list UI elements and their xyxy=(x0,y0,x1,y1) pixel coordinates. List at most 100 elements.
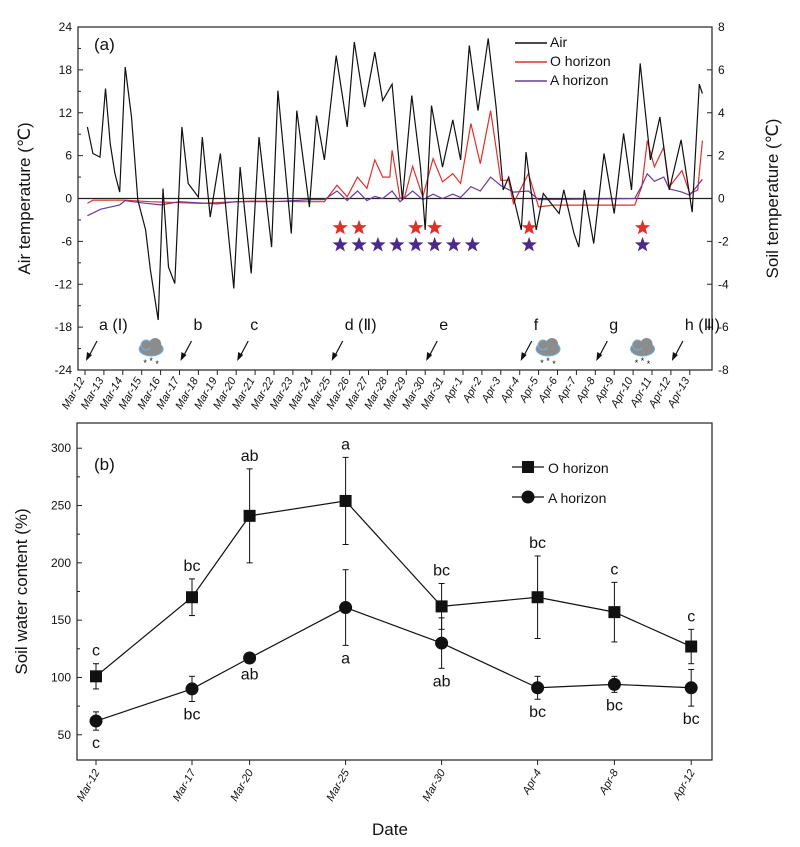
sampling-event-label: h (Ⅲ) xyxy=(685,317,720,334)
significance-letter: ab xyxy=(241,448,259,465)
cloud-shape xyxy=(640,338,653,350)
x-tick-label: Apr-6 xyxy=(536,375,561,406)
sampling-event-label: b xyxy=(194,317,203,334)
significance-letter: bc xyxy=(529,535,546,552)
arrow-head-icon xyxy=(180,352,187,361)
star-marker-o-horizon xyxy=(521,219,537,235)
star-marker-o-horizon xyxy=(634,219,651,235)
sampling-event-label: c xyxy=(250,317,258,334)
sampling-event-label: g xyxy=(609,317,618,334)
data-point-o-horizon xyxy=(90,670,102,683)
snow-cloud-icon: * * * xyxy=(535,338,561,369)
snowflake-icon: * xyxy=(641,356,645,366)
x-tick-label: Apr-2 xyxy=(460,376,484,406)
sampling-event-label: a (Ⅰ) xyxy=(99,317,128,334)
star-marker-a-horizon xyxy=(370,236,386,252)
series-line-o-horizon xyxy=(87,110,703,208)
significance-letter: ab xyxy=(241,666,259,683)
arrow-head-icon xyxy=(237,352,244,361)
snowflake-icon: * xyxy=(540,358,544,368)
y2-tick-label: -8 xyxy=(718,363,729,377)
y-tick-label: -12 xyxy=(55,277,73,291)
y-tick-label: -6 xyxy=(61,234,72,248)
data-point-a-horizon xyxy=(531,681,545,695)
arrow-head-icon xyxy=(520,352,527,361)
snowflake-icon: * xyxy=(155,359,159,369)
data-point-o-horizon xyxy=(685,640,698,653)
x-tick-label: Apr-1 xyxy=(441,376,465,406)
y2-tick-label: -6 xyxy=(718,320,729,334)
x-tick-label: Mar-30 xyxy=(420,767,448,804)
circle-marker-icon xyxy=(521,490,535,504)
star-marker-o-horizon xyxy=(408,219,424,235)
star-marker-a-horizon xyxy=(427,236,443,252)
data-point-a-horizon xyxy=(435,636,449,650)
data-point-o-horizon xyxy=(243,509,256,522)
y-tick-label: -18 xyxy=(55,320,73,334)
y2-axis-title: Soil temperature (℃) xyxy=(763,119,782,279)
data-point-a-horizon xyxy=(607,677,621,691)
series-line-o-horizon xyxy=(95,500,692,677)
data-point-o-horizon xyxy=(608,606,621,619)
y-tick-label: 200 xyxy=(51,556,71,570)
snowflake-icon: * xyxy=(546,356,550,366)
sampling-event-label: e xyxy=(439,317,448,334)
star-marker-o-horizon xyxy=(351,219,367,235)
snowflake-icon: * xyxy=(552,359,556,369)
y-tick-label: 0 xyxy=(65,192,72,206)
star-marker-a-horizon xyxy=(332,236,348,252)
y2-tick-label: 4 xyxy=(718,106,725,120)
legend-label: O horizon xyxy=(550,53,611,69)
legend-label: Air xyxy=(550,34,567,50)
x-axis-title: Date xyxy=(372,820,408,839)
x-tick-label: Mar-12 xyxy=(75,768,103,804)
data-point-a-horizon xyxy=(684,681,698,695)
y-tick-label: 250 xyxy=(51,499,71,513)
x-tick-label: Apr-7 xyxy=(555,375,580,406)
data-point-o-horizon xyxy=(186,591,198,604)
significance-letter: c xyxy=(92,643,100,660)
y-tick-label: 100 xyxy=(51,670,71,684)
y-tick-label: 6 xyxy=(65,149,72,163)
significance-letter: bc xyxy=(433,562,450,579)
star-marker-o-horizon xyxy=(427,219,443,235)
x-tick-label: Apr-12 xyxy=(670,768,697,803)
y2-tick-label: 6 xyxy=(718,63,725,77)
x-tick-label: Apr-3 xyxy=(479,375,504,406)
star-marker-o-horizon xyxy=(332,219,348,235)
legend-label: A horizon xyxy=(548,490,606,506)
sampling-event-label: d (Ⅱ) xyxy=(345,317,377,334)
x-tick-label: Apr-8 xyxy=(574,375,599,406)
y2-tick-label: 2 xyxy=(718,149,725,163)
y-axis-title: Soil water content (%) xyxy=(12,508,31,674)
y2-tick-label: -4 xyxy=(718,277,729,291)
series-line-a-horizon xyxy=(95,606,692,722)
significance-letter: bc xyxy=(184,558,201,575)
cloud-shape xyxy=(546,338,559,350)
y2-tick-label: 0 xyxy=(718,192,725,206)
y-tick-label: -24 xyxy=(55,363,73,377)
star-marker-a-horizon xyxy=(634,236,651,252)
significance-letter: bc xyxy=(683,711,700,728)
arrow-head-icon xyxy=(596,352,603,361)
arrow-head-icon xyxy=(86,352,92,361)
arrow-head-icon xyxy=(331,352,338,361)
y-tick-label: 12 xyxy=(59,106,73,120)
significance-letter: ab xyxy=(433,673,451,690)
x-tick-label: Apr-8 xyxy=(597,767,622,798)
snowflake-icon: * xyxy=(149,356,153,366)
significance-letter: bc xyxy=(606,697,623,714)
legend-label: A horizon xyxy=(550,72,608,88)
snowflake-icon: * xyxy=(635,358,639,368)
significance-letter: a xyxy=(341,436,350,453)
data-point-o-horizon xyxy=(339,494,352,507)
y-tick-label: 300 xyxy=(51,441,71,455)
sampling-event-label: f xyxy=(534,317,539,334)
significance-letter: a xyxy=(341,650,350,667)
x-tick-label: Mar-20 xyxy=(228,767,256,804)
square-marker-icon xyxy=(522,461,534,473)
x-tick-label: Apr-4 xyxy=(498,376,522,406)
data-point-a-horizon xyxy=(339,601,353,615)
star-marker-a-horizon xyxy=(408,236,424,252)
